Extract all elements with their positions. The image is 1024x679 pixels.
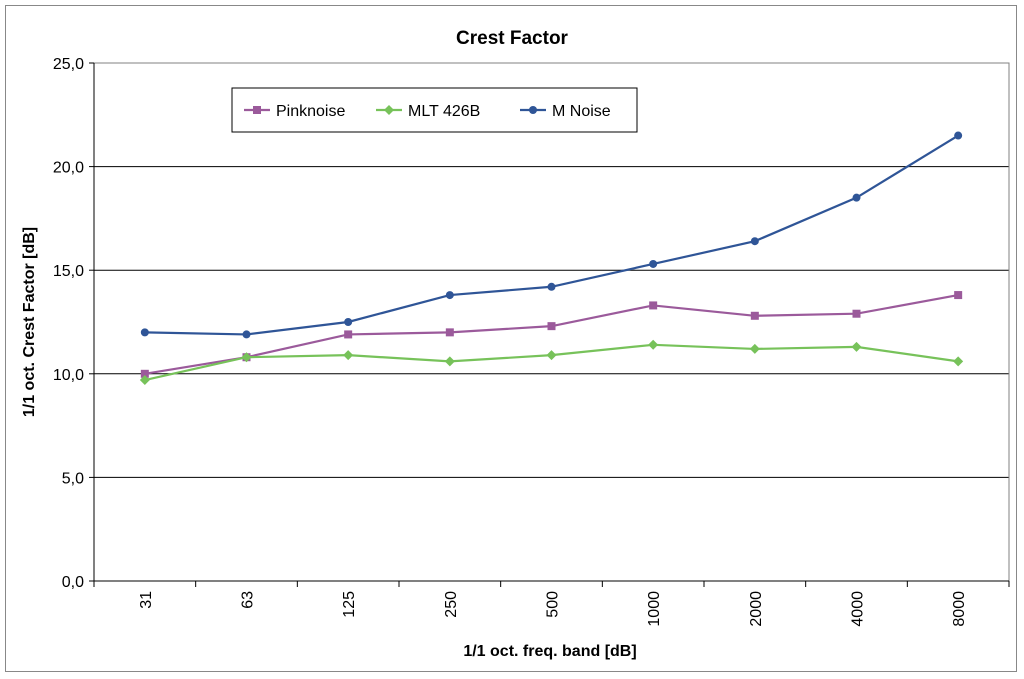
y-tick-label: 15,0 bbox=[53, 263, 84, 280]
legend-box bbox=[231, 87, 638, 133]
data-point-mlt-426b bbox=[648, 339, 659, 350]
legend-marker-pinknoise bbox=[253, 106, 261, 114]
data-point-m-noise bbox=[750, 237, 759, 246]
data-point-m-noise bbox=[445, 291, 454, 300]
data-point-m-noise bbox=[344, 318, 353, 326]
data-point-m-noise bbox=[242, 330, 251, 339]
data-point-pinknoise bbox=[445, 328, 454, 337]
data-point-mlt-426b bbox=[139, 375, 150, 386]
legend-label-mlt-426b: MLT 426B bbox=[408, 103, 480, 120]
legend-label-m-noise: M Noise bbox=[552, 103, 611, 120]
x-tick-label: 250 bbox=[443, 591, 460, 618]
y-tick-labels: 0,0 5,0 10,0 15,0 20,0 25,0 bbox=[53, 56, 84, 591]
y-tick-label: 0,0 bbox=[62, 574, 84, 591]
y-tick-label: 10,0 bbox=[53, 367, 84, 384]
x-tick-label: 500 bbox=[545, 591, 562, 618]
x-tick-label: 31 bbox=[138, 591, 155, 609]
data-point-m-noise bbox=[954, 131, 963, 140]
data-point-pinknoise bbox=[750, 311, 759, 320]
series-pinknoise bbox=[140, 291, 963, 378]
plot-area bbox=[93, 62, 1010, 582]
series-line-m-noise bbox=[144, 134, 959, 336]
series-line-pinknoise bbox=[144, 293, 959, 375]
series-m-noise bbox=[140, 131, 963, 339]
data-point-pinknoise bbox=[649, 301, 658, 310]
data-point-pinknoise bbox=[852, 309, 861, 318]
data-point-m-noise bbox=[140, 328, 149, 337]
series-line-mlt-426b bbox=[144, 343, 959, 382]
data-point-mlt-426b bbox=[749, 343, 760, 354]
series-layer bbox=[139, 131, 964, 386]
x-tick-label: 63 bbox=[240, 591, 257, 609]
x-tick-label: 125 bbox=[341, 591, 358, 618]
data-point-mlt-426b bbox=[241, 352, 252, 363]
data-point-mlt-426b bbox=[851, 341, 862, 352]
data-point-m-noise bbox=[547, 282, 556, 291]
x-tick-label: 4000 bbox=[850, 591, 867, 627]
x-axis-title: 1/1 oct. freq. band [dB] bbox=[463, 643, 636, 660]
series-mlt-426b bbox=[139, 339, 964, 386]
data-point-mlt-426b bbox=[343, 350, 354, 361]
legend-marker-mlt-426b bbox=[384, 105, 394, 115]
legend-entry-m-noise: M Noise bbox=[520, 103, 611, 120]
legend-marker-m-noise bbox=[529, 106, 537, 114]
y-tick-label: 5,0 bbox=[62, 470, 84, 487]
data-point-m-noise bbox=[649, 259, 658, 268]
data-point-pinknoise bbox=[954, 291, 963, 300]
data-point-pinknoise bbox=[140, 369, 149, 378]
data-point-mlt-426b bbox=[546, 350, 557, 361]
data-point-pinknoise bbox=[547, 322, 556, 331]
x-tick-label: 8000 bbox=[951, 591, 968, 627]
chart-title: Crest Factor bbox=[456, 28, 569, 49]
data-point-mlt-426b bbox=[444, 356, 455, 367]
axes bbox=[89, 62, 1010, 587]
data-point-m-noise bbox=[852, 193, 861, 202]
data-point-mlt-426b bbox=[953, 356, 964, 367]
legend-entry-mlt-426b: MLT 426B bbox=[376, 103, 480, 120]
y-axis-title: 1/1 oct. Crest Factor [dB] bbox=[21, 227, 38, 417]
x-tick-label: 2000 bbox=[748, 591, 765, 627]
x-tick-labels: 31 63 125 250 500 1000 2000 4000 8000 bbox=[138, 591, 968, 627]
y-tick-label: 25,0 bbox=[53, 56, 84, 73]
legend: Pinknoise MLT 426B M Noise bbox=[231, 87, 638, 133]
legend-label-pinknoise: Pinknoise bbox=[276, 103, 345, 120]
legend-entry-pinknoise: Pinknoise bbox=[244, 103, 345, 120]
y-tick-label: 20,0 bbox=[53, 160, 84, 177]
x-tick-label: 1000 bbox=[646, 591, 663, 627]
data-point-pinknoise bbox=[344, 330, 353, 339]
